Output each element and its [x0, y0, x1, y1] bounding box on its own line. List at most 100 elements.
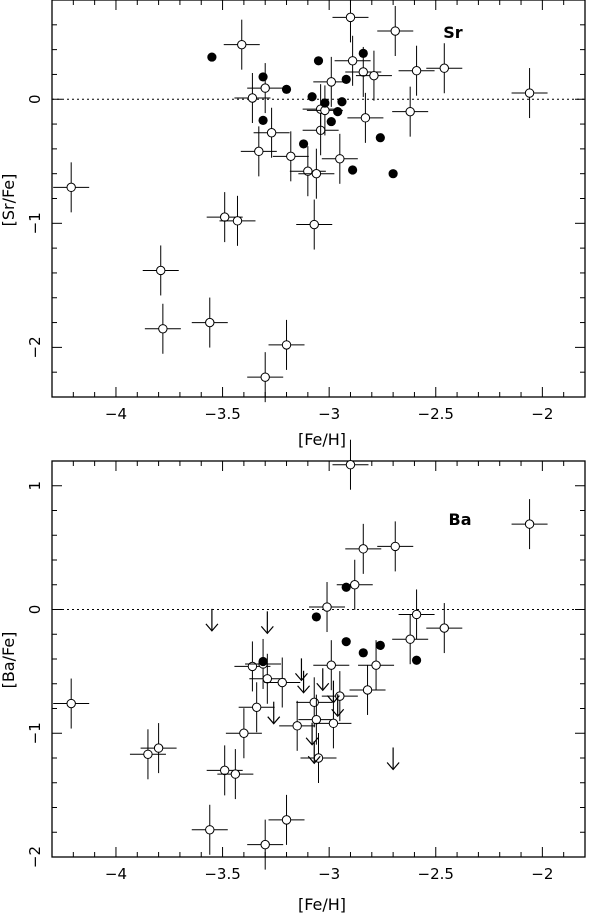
data-point-open: [426, 43, 463, 94]
open-circle-marker: [281, 340, 292, 350]
data-point-filled: [375, 133, 385, 143]
data-point-open: [347, 92, 384, 143]
data-point-open: [142, 245, 179, 296]
open-circle-marker: [439, 63, 449, 73]
data-point-filled: [341, 582, 351, 592]
open-circle-marker: [311, 168, 322, 179]
data-point-open: [53, 162, 90, 213]
panel-ba: −4 −3.5 −3 −2.5 −2 −2 −1 0 1 [Fe/H] [Ba/Fe] Ba: [0, 439, 586, 914]
open-circle-marker: [251, 702, 262, 712]
x-tick-label: −2: [531, 405, 553, 423]
data-point-open: [355, 50, 392, 101]
x-axis-label: [Fe/H]: [298, 430, 346, 449]
open-circle-marker: [390, 541, 400, 552]
upper-limit-arrow: [297, 670, 311, 694]
upper-limit-arrow: [260, 611, 274, 635]
x-tick-label: −3: [318, 865, 340, 883]
data-point-open: [511, 499, 548, 550]
data-point-filled: [388, 169, 398, 179]
open-circle-marker: [358, 544, 368, 554]
data-point-open: [398, 45, 435, 96]
data-point-open: [392, 86, 429, 137]
y-tick-label: 0: [26, 94, 44, 104]
data-point-filled: [358, 48, 368, 58]
data-point-open: [279, 700, 316, 751]
data-point-open: [247, 819, 284, 870]
open-circle-marker: [411, 66, 422, 76]
open-circle-marker: [390, 26, 400, 36]
open-circle-marker: [156, 265, 166, 276]
open-circle-marker: [158, 324, 168, 334]
data-point-filled: [258, 72, 268, 82]
open-circle-marker: [286, 151, 296, 162]
y-tick-label: 0: [26, 605, 44, 615]
data-point-open: [315, 698, 352, 749]
data-point-open: [144, 303, 181, 354]
data-point-open: [336, 559, 373, 610]
data-point-filled: [326, 116, 336, 127]
open-circle-marker: [230, 769, 241, 779]
upper-limit-arrow: [386, 747, 400, 771]
open-circle-marker: [369, 70, 379, 81]
data-point-filled: [207, 52, 217, 62]
data-point-open: [247, 352, 284, 403]
open-circle-marker: [281, 815, 292, 825]
data-point-open: [191, 297, 228, 348]
open-circle-marker: [345, 460, 356, 470]
open-circle-marker: [309, 697, 319, 708]
data-point-filled: [258, 656, 268, 667]
data-point-filled: [337, 97, 347, 107]
data-point-filled: [320, 98, 330, 108]
data-point-open: [298, 694, 335, 745]
open-circle-marker: [362, 685, 373, 695]
x-tick-label: −2: [531, 865, 553, 883]
open-circle-marker: [326, 77, 336, 87]
upper-limit-arrow: [294, 658, 308, 682]
open-circle-marker: [439, 623, 449, 633]
arrow-head: [297, 685, 311, 694]
data-point-filled: [313, 56, 324, 66]
plot-frame: [51, 460, 586, 858]
x-tick-label: −2.5: [418, 865, 454, 883]
data-point-open: [223, 19, 260, 70]
x-tick-label: −4: [105, 865, 127, 883]
upper-limit-arrow: [205, 608, 219, 632]
open-circle-marker: [205, 825, 215, 835]
data-point-open: [313, 640, 350, 691]
data-point-open: [140, 723, 177, 774]
x-axis-label: [Fe/H]: [298, 895, 346, 914]
open-circle-marker: [292, 721, 302, 731]
y-tick-label: −2: [26, 846, 44, 868]
data-point-open: [358, 640, 395, 691]
open-circle-marker: [328, 718, 339, 729]
data-point-open: [268, 319, 305, 370]
x-tick-label: −3: [318, 405, 340, 423]
open-circle-marker: [262, 674, 273, 684]
x-tick-label: −4: [105, 405, 127, 423]
open-circle-marker: [524, 88, 535, 98]
data-point-open: [298, 148, 335, 199]
data-point-open: [219, 195, 256, 246]
open-circle-marker: [322, 602, 332, 612]
upper-limit-arrow: [307, 741, 321, 765]
data-point-open: [247, 63, 284, 114]
data-point-filled: [258, 115, 268, 125]
data-point-filled: [375, 640, 385, 650]
open-circle-marker: [309, 219, 319, 230]
open-circle-marker: [360, 113, 371, 123]
data-point-open: [345, 523, 382, 574]
data-point-open: [238, 682, 275, 733]
arrow-head: [260, 625, 274, 635]
open-circle-marker: [358, 67, 368, 77]
upper-limit-arrow: [331, 694, 345, 718]
data-point-open: [53, 678, 90, 729]
open-circle-marker: [260, 372, 270, 382]
data-point-open: [332, 0, 369, 43]
data-point-open: [240, 126, 277, 177]
open-circle-marker: [237, 39, 247, 50]
data-point-open: [296, 199, 333, 250]
open-circle-marker: [277, 677, 287, 688]
data-point-open: [398, 589, 435, 640]
y-tick-label: −2: [26, 336, 44, 358]
data-point-open: [225, 708, 262, 759]
